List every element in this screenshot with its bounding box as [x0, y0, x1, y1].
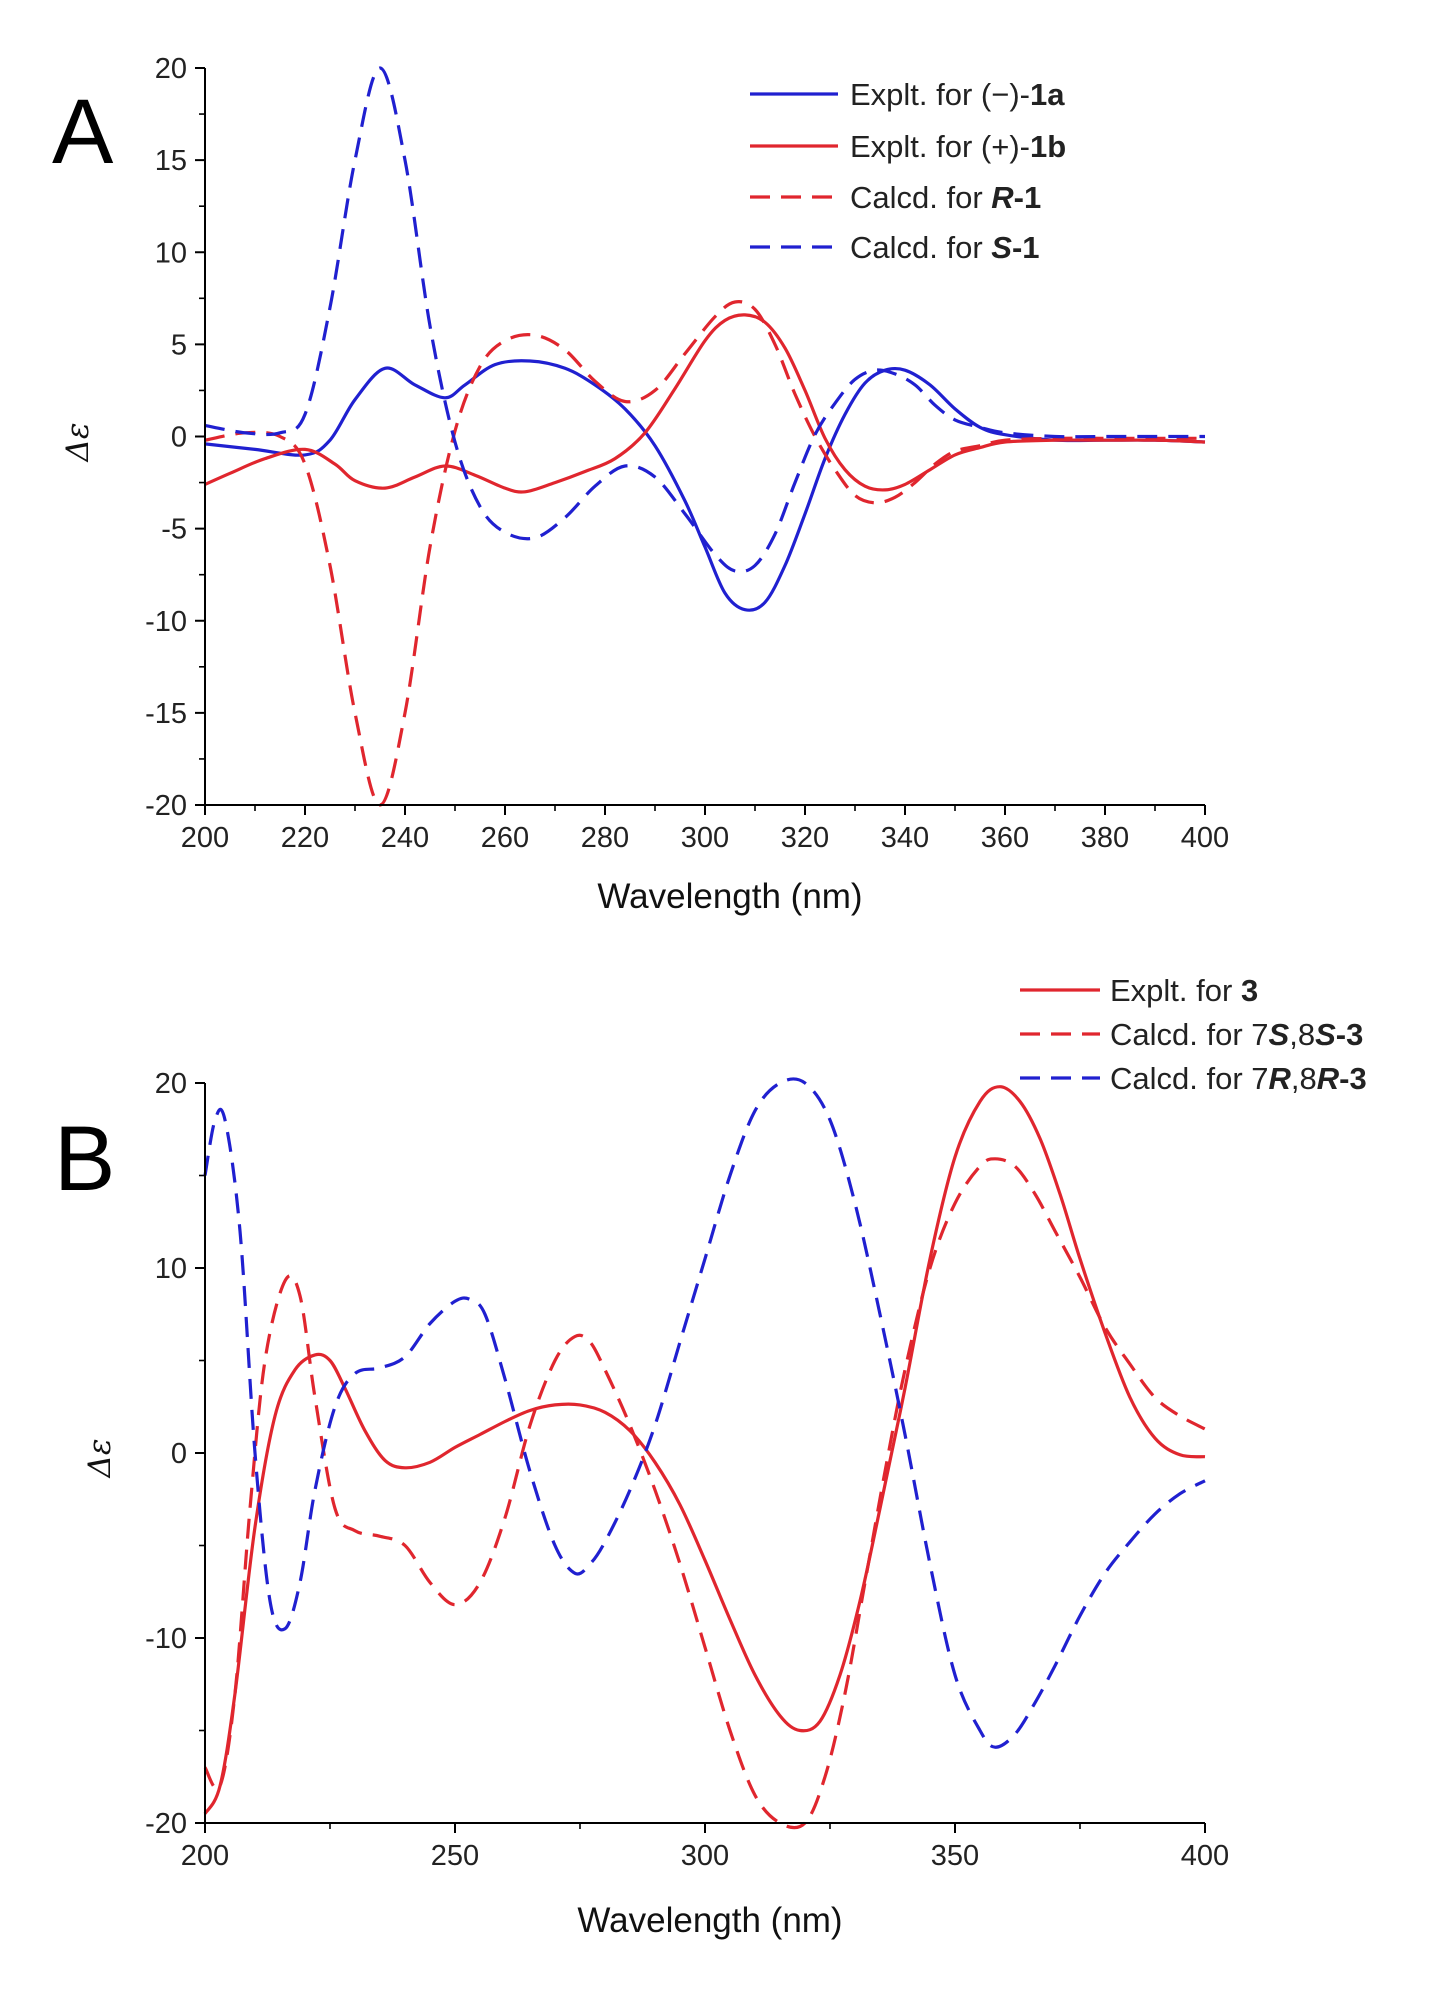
legend-label-part: 7: [1251, 1061, 1268, 1096]
panel-a-x-tick-label: 360: [981, 822, 1029, 854]
panel-a-y-tick-label: -5: [161, 514, 187, 546]
panel-a-series-line-0: [204, 359, 1206, 612]
legend-label-part: R: [1317, 1061, 1340, 1096]
panel-b-series-line-2: [203, 1077, 1206, 1749]
legend-label-part: R: [1269, 1061, 1292, 1096]
panel-a-x-tick-label: 240: [381, 822, 429, 854]
legend-label-calcd-7r8r: Calcd. for 7R,8R-3: [1110, 1061, 1367, 1096]
legend-entry-explt-3: Explt. for 3: [1020, 973, 1258, 1008]
panel-b-legend: Explt. for 3 Calcd. for 7S,8S-3 Calcd. f…: [1020, 973, 1367, 1096]
panel-b-x-tick-label: 250: [431, 1840, 479, 1872]
legend-label-part: 7: [1251, 1017, 1268, 1052]
panel-b: B 200 250 300 350 400 20 10 0 -10 -20 Wavelength …: [54, 973, 1367, 1940]
panel-b-series-line-1: [203, 1157, 1206, 1830]
panel-a-y-axis-title: Δε: [60, 422, 96, 462]
legend-entry-calcd-r1: Calcd. for R-1: [750, 180, 1041, 215]
legend-entry-explt-1b: Explt. for (+)-1b: [750, 129, 1066, 164]
panel-b-x-tick-label: 300: [681, 1840, 729, 1872]
panel-b-x-tick-label: 350: [931, 1840, 979, 1872]
panel-a-y-tick-label: -10: [145, 606, 187, 638]
panel-b-y-axis-title: Δε: [82, 1438, 118, 1478]
panel-a-x-tick-label: 300: [681, 822, 729, 854]
panel-a-series-line-2: [204, 300, 1205, 807]
legend-entry-explt-1a: Explt. for (−)-1a: [750, 77, 1065, 112]
panel-b-y-tick-label: -20: [145, 1808, 187, 1840]
panel-b-x-tick-label: 200: [181, 1840, 229, 1872]
legend-label-explt-1b: Explt. for (+)-1b: [850, 129, 1066, 164]
panel-a: A 200 220 240 260 280 300 320 340 360 380 400 20 15 1…: [52, 53, 1229, 916]
panel-a-y-tick-label: 5: [171, 329, 187, 361]
legend-label-part: ,8: [1291, 1061, 1317, 1096]
panel-a-y-tick-label: 10: [155, 237, 187, 269]
panel-b-y-tick-label: -10: [145, 1623, 187, 1655]
panel-a-x-tick-label: 320: [781, 822, 829, 854]
panel-a-x-tick-label: 260: [481, 822, 529, 854]
panel-a-legend: Explt. for (−)-1a Explt. for (+)-1b Calc…: [750, 77, 1066, 265]
panel-b-y-tick-label: 0: [171, 1438, 187, 1470]
panel-b-y-tick-label: 10: [155, 1253, 187, 1285]
legend-label-prefix: Calcd. for: [1110, 1061, 1251, 1096]
panel-a-label: A: [52, 81, 114, 183]
panel-a-series-line-1: [204, 313, 1206, 494]
legend-label-part: -3: [1336, 1017, 1364, 1052]
panel-b-label: B: [54, 1108, 115, 1210]
legend-entry-calcd-7s8s: Calcd. for 7S,8S-3: [1020, 1017, 1363, 1052]
panel-a-y-tick-label: -20: [145, 790, 187, 822]
legend-label-part: S: [1269, 1017, 1290, 1052]
legend-entry-calcd-s1: Calcd. for S-1: [750, 230, 1040, 265]
panel-b-y-tick-label: 20: [155, 1068, 187, 1100]
panel-a-y-tick-label: 20: [155, 53, 187, 85]
legend-label-part: -3: [1339, 1061, 1367, 1096]
panel-a-x-tick-label: 220: [281, 822, 329, 854]
panel-a-y-tick-label: 15: [155, 145, 187, 177]
legend-label-explt-3: Explt. for 3: [1110, 973, 1258, 1008]
legend-label-calcd-r1: Calcd. for R-1: [850, 180, 1041, 215]
panel-a-x-tick-label: 400: [1181, 822, 1229, 854]
legend-label-prefix: Calcd. for: [1110, 1017, 1251, 1052]
legend-label-part: S: [1315, 1017, 1336, 1052]
panel-a-x-tick-label: 380: [1081, 822, 1129, 854]
panel-b-series-line-0: [203, 1085, 1206, 1815]
legend-label-part: ,8: [1289, 1017, 1315, 1052]
legend-label-calcd-7s8s: Calcd. for 7S,8S-3: [1110, 1017, 1363, 1052]
panel-a-x-axis-title: Wavelength (nm): [597, 877, 862, 916]
panel-a-x-tick-label: 200: [181, 822, 229, 854]
panel-b-x-axis-title: Wavelength (nm): [577, 1901, 842, 1940]
panel-a-x-tick-label: 340: [881, 822, 929, 854]
panel-a-y-tick-label: -15: [145, 698, 187, 730]
panel-a-x-tick-label: 280: [581, 822, 629, 854]
legend-label-calcd-s1: Calcd. for S-1: [850, 230, 1040, 265]
panel-a-series-line-3: [204, 66, 1205, 574]
panel-b-x-tick-label: 400: [1181, 1840, 1229, 1872]
panel-a-y-tick-label: 0: [171, 422, 187, 454]
legend-entry-calcd-7r8r: Calcd. for 7R,8R-3: [1020, 1061, 1367, 1096]
legend-label-explt-1a: Explt. for (−)-1a: [850, 77, 1065, 112]
